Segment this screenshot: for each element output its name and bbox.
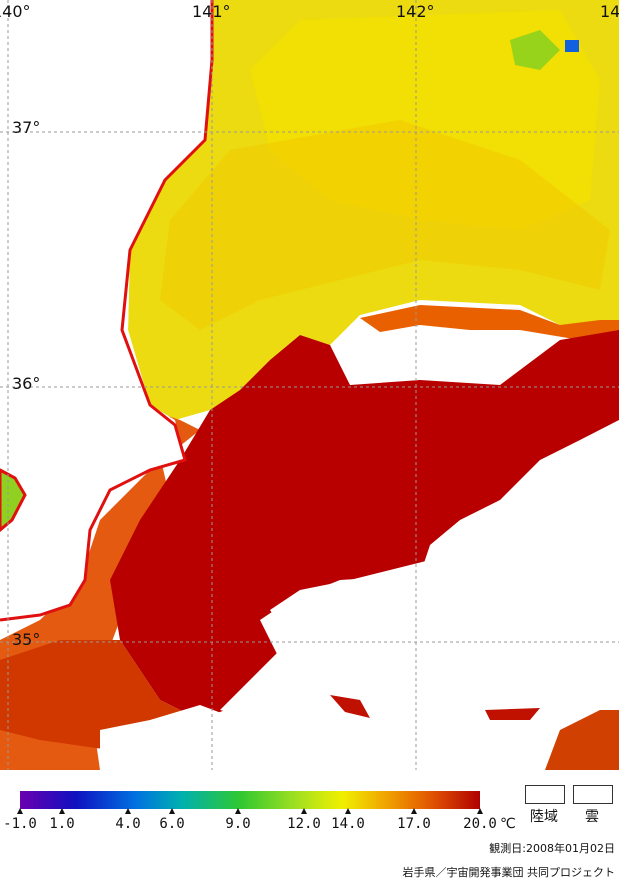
colorbar-tick-label: 4.0 <box>115 816 141 832</box>
sst-map-image <box>0 0 619 770</box>
colorbar-tick-label: 12.0 <box>287 816 321 832</box>
cool-water-band <box>160 120 610 330</box>
observation-date: 観測日:2008年01月02日 <box>489 842 615 855</box>
blue-patch <box>565 40 579 52</box>
coastline <box>0 0 214 622</box>
cloud-area-east <box>220 445 619 770</box>
lon-label-141: 141° <box>192 2 231 21</box>
cloud-key-swatch <box>573 785 613 804</box>
lat-label-36: 36° <box>12 374 41 393</box>
cloud-key-label: 雲 <box>585 809 599 825</box>
land-key-swatch <box>525 785 565 804</box>
colorbar-ticks <box>17 808 483 814</box>
credit-text: 岩手県／宇宙開発事業団 共同プロジェクト <box>402 866 616 879</box>
warm-patch-s <box>485 708 540 720</box>
colorbar-tick-label: 9.0 <box>225 816 251 832</box>
lon-label-143: 143° <box>600 2 619 21</box>
colorbar-tick-label: 1.0 <box>49 816 75 832</box>
land-key-label: 陸域 <box>530 809 558 825</box>
colorbar-tick-label: 14.0 <box>331 816 365 832</box>
transition-band <box>360 305 619 345</box>
colorbar-tick-label: -1.0 <box>3 816 37 832</box>
lon-label-140: 140° <box>0 2 31 21</box>
sst-map: 140° 141° 142° 143° 37° 36° 35° <box>0 0 619 770</box>
lon-label-142: 142° <box>396 2 435 21</box>
land-honshu <box>0 0 212 620</box>
colorbar <box>17 791 483 814</box>
warm-patch-se <box>545 710 619 770</box>
colorbar-tick-label: 17.0 <box>397 816 431 832</box>
colorbar-gradient <box>20 791 480 809</box>
warm-patch-c <box>330 695 370 718</box>
green-patch <box>510 30 560 70</box>
colorbar-tick-label: 20.0 <box>463 816 497 832</box>
lake-region <box>0 468 27 532</box>
colorbar-tick-label: 6.0 <box>159 816 185 832</box>
graticule <box>0 0 619 770</box>
cloud-area-south <box>100 705 330 770</box>
lat-label-37: 37° <box>12 118 41 137</box>
colorbar-unit: ℃ <box>500 816 516 832</box>
warm-current-region <box>110 330 619 720</box>
lat-label-35: 35° <box>12 630 41 649</box>
